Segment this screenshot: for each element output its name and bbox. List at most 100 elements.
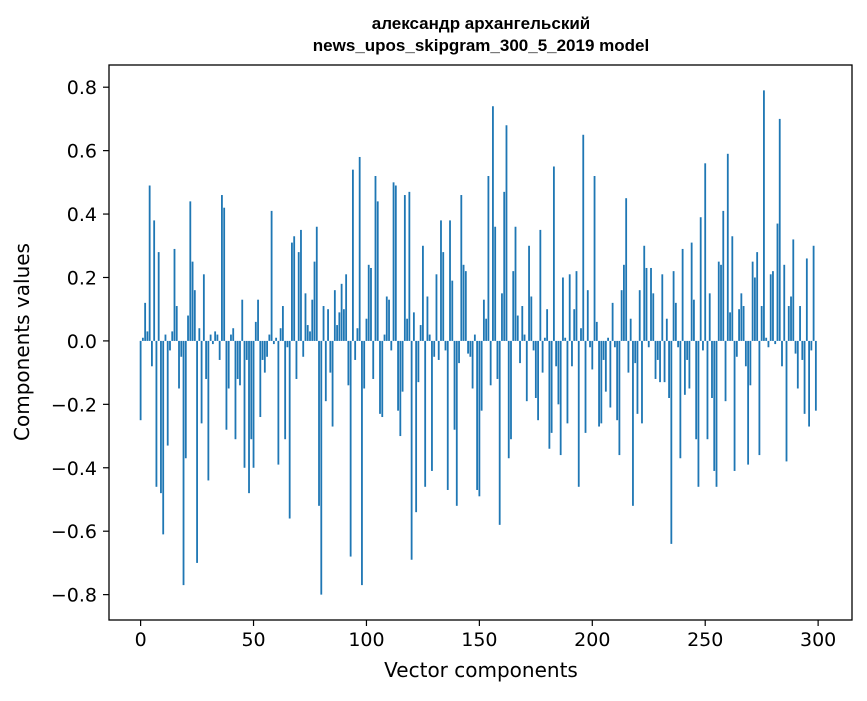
- bar: [230, 334, 232, 341]
- bar: [537, 340, 539, 421]
- bar: [528, 245, 530, 341]
- bar: [783, 264, 786, 341]
- bar: [189, 201, 192, 341]
- bar: [209, 334, 212, 341]
- bar: [688, 340, 691, 389]
- bar: [148, 185, 151, 341]
- bar: [415, 340, 418, 513]
- bar: [616, 340, 619, 421]
- bar: [449, 220, 451, 341]
- bar: [810, 340, 813, 351]
- bar: [275, 337, 278, 341]
- bar: [306, 325, 309, 341]
- bar: [498, 340, 501, 525]
- bar: [690, 242, 693, 341]
- bar: [223, 207, 226, 341]
- bar: [178, 340, 180, 389]
- x-tick-label: 300: [800, 629, 836, 651]
- bar: [440, 220, 442, 341]
- bar: [598, 340, 600, 427]
- bar: [318, 340, 320, 506]
- bar: [151, 340, 153, 367]
- bar: [270, 210, 273, 341]
- bar: [636, 340, 639, 414]
- bar: [462, 264, 465, 341]
- bar: [480, 340, 483, 411]
- bar: [602, 340, 605, 360]
- bar: [146, 331, 149, 341]
- y-tick-label: −0.2: [51, 394, 97, 416]
- bar: [749, 340, 752, 386]
- bar: [530, 296, 533, 341]
- bar: [365, 318, 368, 341]
- bar: [442, 252, 445, 341]
- bar: [546, 309, 549, 341]
- bar: [184, 340, 187, 459]
- bar: [356, 328, 359, 341]
- x-tick-label: 50: [241, 629, 265, 651]
- y-axis-ticks: 0.8 0.6 0.4 0.2 0.0 −0.2 −0.4 −0.6 −0.8: [51, 77, 109, 607]
- bar: [683, 340, 686, 395]
- bar: [277, 340, 280, 465]
- bar: [575, 271, 578, 341]
- bar: [469, 340, 472, 357]
- bar: [234, 340, 237, 440]
- bar: [681, 248, 684, 341]
- bar: [379, 340, 381, 414]
- bar: [634, 340, 637, 364]
- bar: [776, 223, 779, 341]
- bar: [431, 340, 433, 471]
- bar: [799, 306, 801, 341]
- bar: [772, 271, 774, 341]
- bar: [492, 106, 494, 341]
- bar: [372, 340, 375, 379]
- bar: [288, 340, 291, 519]
- bar: [254, 321, 257, 341]
- bar: [214, 331, 217, 341]
- bar: [300, 229, 302, 341]
- bar: [568, 274, 571, 341]
- bar: [478, 340, 481, 497]
- bar: [552, 166, 555, 341]
- bar: [742, 306, 745, 341]
- bar: [805, 258, 808, 341]
- bar: [482, 299, 485, 341]
- bar: [577, 340, 580, 487]
- bar: [155, 340, 158, 487]
- bar: [760, 306, 763, 341]
- bar: [620, 290, 623, 341]
- bar: [539, 229, 542, 341]
- bar: [668, 340, 670, 398]
- bar: [327, 309, 329, 341]
- bar: [227, 340, 230, 389]
- bar: [311, 299, 314, 341]
- bar: [717, 261, 720, 341]
- bar: [758, 340, 761, 456]
- bar: [735, 340, 738, 357]
- bar: [383, 334, 386, 341]
- bar: [354, 340, 357, 360]
- bar: [426, 296, 429, 341]
- bar: [349, 340, 352, 557]
- x-tick-label: 0: [135, 629, 147, 651]
- bar: [403, 195, 406, 341]
- bar: [756, 252, 759, 341]
- bar: [320, 340, 323, 595]
- bar: [144, 302, 147, 341]
- bar: [747, 340, 750, 465]
- bar: [808, 340, 810, 427]
- bar: [166, 340, 169, 446]
- bar: [236, 340, 239, 379]
- bar: [225, 340, 228, 430]
- bar: [580, 328, 582, 341]
- bar: [763, 90, 765, 341]
- bar: [286, 340, 289, 348]
- bar: [559, 340, 562, 456]
- bar: [699, 217, 702, 341]
- bar: [708, 293, 711, 341]
- bar: [444, 340, 447, 351]
- bar: [654, 340, 657, 379]
- bar: [641, 340, 643, 424]
- bar: [591, 340, 594, 370]
